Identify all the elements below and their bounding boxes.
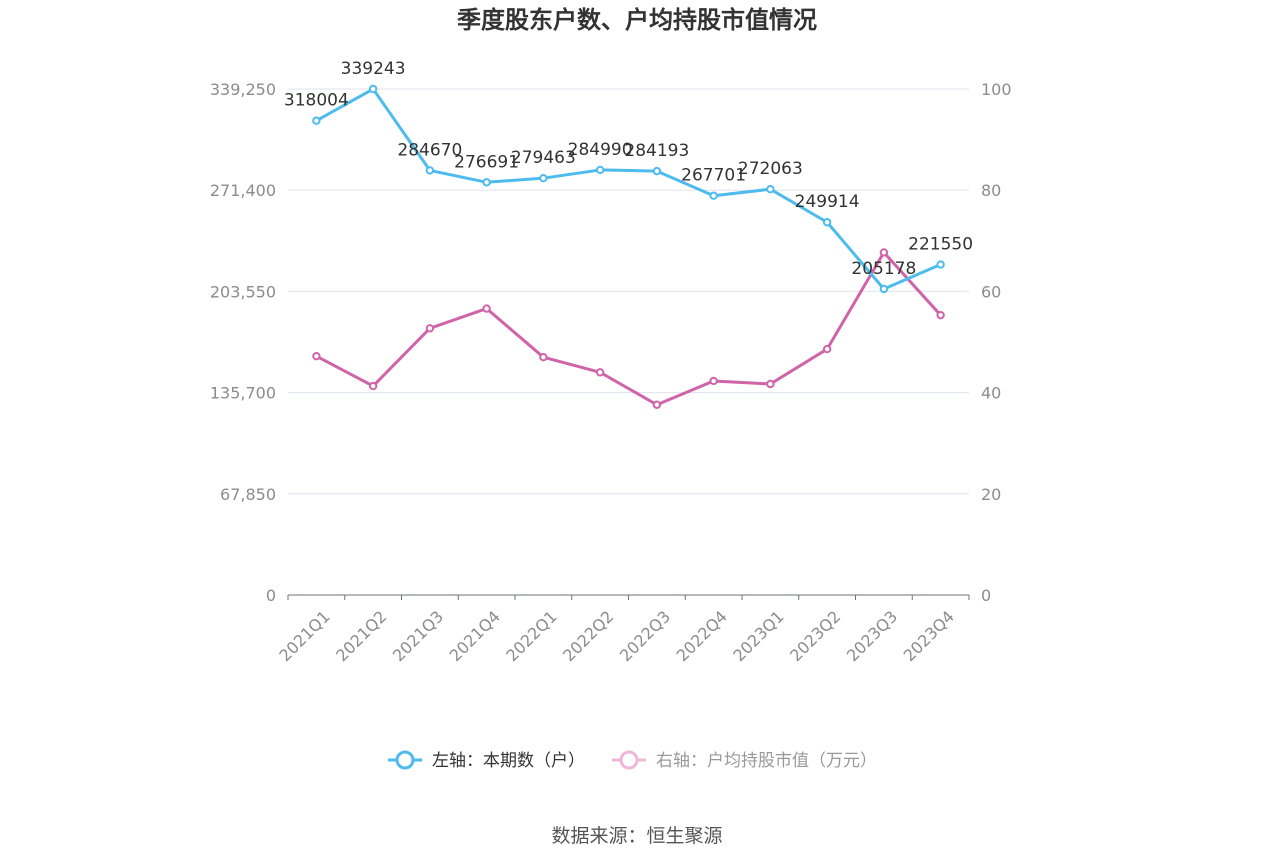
- data-point[interactable]: [482, 304, 491, 313]
- data-label: 267701: [681, 166, 746, 186]
- legend-label[interactable]: 右轴：户均持股市值（万元）: [656, 751, 877, 771]
- x-axis-tick-label: 2023Q4: [900, 607, 958, 665]
- chart-title: 季度股东户数、户均持股市值情况: [457, 6, 817, 34]
- x-axis-tick-label: 2022Q4: [673, 607, 731, 665]
- left-axis-tick-label: 135,700: [210, 384, 276, 403]
- data-point[interactable]: [936, 310, 945, 320]
- data-labels: 318004 339243 2846702766912794632849902841…: [284, 59, 973, 279]
- data-point[interactable]: [822, 218, 832, 227]
- data-point[interactable]: [709, 376, 718, 386]
- x-axis-tick-label: 2023Q1: [729, 607, 787, 665]
- data-label: 318004: [284, 91, 349, 111]
- data-point[interactable]: [766, 379, 775, 389]
- legend-label[interactable]: 左轴：本期数（户）: [432, 751, 585, 771]
- left-axis-tick-label: 203,550: [210, 282, 276, 301]
- series-layer: [312, 84, 945, 409]
- left-axis-tick-label: 67,850: [220, 485, 276, 504]
- data-label: 284193: [624, 141, 689, 161]
- series-line: [315, 87, 942, 291]
- data-label: 279463: [511, 148, 576, 168]
- x-axis-tick-label: 2023Q3: [843, 607, 901, 665]
- right-axis-tick-label: 0: [981, 586, 991, 605]
- data-point[interactable]: [425, 324, 435, 333]
- data-label: 339243: [341, 59, 406, 79]
- data-point[interactable]: [766, 185, 775, 194]
- data-point[interactable]: [425, 166, 435, 175]
- right-axis-tick-label: 80: [981, 181, 1001, 200]
- data-point[interactable]: [482, 178, 491, 187]
- right-axis-tick-label: 20: [981, 485, 1001, 504]
- data-point[interactable]: [879, 284, 889, 294]
- x-axis-tick-label: 2021Q3: [389, 607, 447, 665]
- data-point[interactable]: [539, 352, 548, 362]
- x-axis-tick-label: 2021Q1: [275, 607, 333, 665]
- data-point[interactable]: [595, 368, 605, 377]
- right-axis-tick-label: 100: [981, 80, 1012, 99]
- data-label: 284990: [568, 140, 633, 160]
- data-label: 284670: [397, 140, 462, 160]
- data-point[interactable]: [936, 260, 945, 269]
- data-label: 276691: [454, 152, 519, 172]
- data-point[interactable]: [822, 344, 832, 354]
- left-axis-tick-label: 271,400: [210, 181, 276, 200]
- x-axis-tick-label: 2021Q2: [332, 607, 390, 665]
- legend-circle-marker[interactable]: [395, 750, 415, 770]
- x-axis-tick-label: 2023Q2: [786, 607, 844, 665]
- data-point[interactable]: [652, 400, 662, 409]
- data-label: 205178: [851, 259, 916, 279]
- data-point[interactable]: [595, 165, 605, 175]
- axes: 0 0 67,850 20 135,700 40 203,550 60 271,400 80 339…: [210, 80, 1012, 665]
- legend-circle-marker[interactable]: [619, 750, 639, 770]
- legend[interactable]: 左轴：本期数（户） 右轴：户均持股市值（万元）: [388, 750, 877, 771]
- data-point[interactable]: [312, 116, 321, 125]
- data-label: 249914: [795, 192, 860, 212]
- left-axis-tick-label: 0: [266, 586, 276, 605]
- source-note: 数据来源：恒生聚源: [551, 825, 722, 847]
- x-axis-tick-label: 2021Q4: [446, 607, 504, 665]
- grid-lines: [288, 88, 969, 495]
- data-point[interactable]: [709, 191, 718, 200]
- series-line: [315, 250, 942, 407]
- data-label: 221550: [908, 235, 973, 255]
- data-point[interactable]: [879, 248, 889, 257]
- right-axis-tick-label: 60: [981, 282, 1001, 301]
- data-point[interactable]: [312, 351, 321, 361]
- x-axis-tick-label: 2022Q2: [559, 607, 617, 665]
- right-axis-tick-label: 40: [981, 384, 1001, 403]
- x-axis-tick-label: 2022Q1: [502, 607, 560, 665]
- x-axis-tick-label: 2022Q3: [616, 607, 674, 665]
- data-point[interactable]: [652, 166, 662, 176]
- data-point[interactable]: [368, 381, 378, 391]
- left-axis-tick-label: 339,250: [210, 80, 276, 99]
- data-point[interactable]: [368, 84, 378, 94]
- data-label: 272063: [738, 159, 803, 179]
- data-point[interactable]: [539, 173, 548, 183]
